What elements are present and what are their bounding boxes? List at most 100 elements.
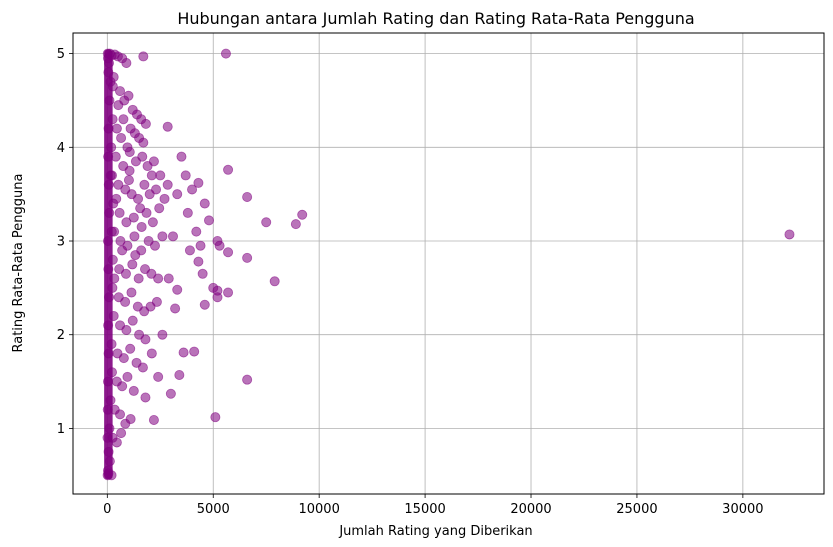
data-point-outlier: [184, 245, 195, 256]
data-point-outlier: [153, 371, 164, 382]
data-point: [104, 95, 115, 106]
y-axis-title: Rating Rata-Rata Pengguna: [11, 174, 26, 353]
data-point-outlier: [187, 184, 198, 195]
data-point: [115, 236, 126, 247]
data-point: [139, 179, 150, 190]
data-point: [140, 334, 151, 345]
data-point-outlier: [180, 170, 191, 181]
data-point: [103, 264, 114, 275]
data-point-outlier: [220, 48, 231, 59]
x-tick-label: 10000: [298, 502, 339, 517]
data-point: [115, 409, 126, 420]
data-point-outlier: [174, 370, 185, 381]
data-point: [125, 414, 136, 425]
data-point-outlier: [223, 164, 234, 175]
data-point-outlier: [269, 276, 280, 287]
data-point: [120, 296, 131, 307]
data-point: [104, 456, 115, 467]
data-point-outlier: [170, 303, 181, 314]
data-point: [114, 264, 125, 275]
data-point: [107, 114, 118, 125]
data-point: [133, 273, 144, 284]
x-tick-label: 15000: [404, 502, 445, 517]
data-point-outlier: [212, 292, 223, 303]
data-point-outlier: [167, 231, 178, 242]
y-tick-label: 5: [57, 47, 65, 62]
data-point-outlier: [165, 388, 176, 399]
x-tick-label: 30000: [722, 502, 763, 517]
data-point: [124, 165, 135, 176]
data-point: [136, 114, 147, 125]
data-point: [121, 217, 132, 228]
chart-title: Hubungan antara Jumlah Rating dan Rating…: [177, 9, 694, 28]
data-point: [105, 395, 116, 406]
x-tick-label: 5000: [197, 502, 230, 517]
data-point: [102, 236, 113, 247]
data-point: [106, 142, 117, 153]
data-point: [157, 231, 168, 242]
data-point: [104, 423, 115, 434]
data-point-outlier: [214, 240, 225, 251]
data-point: [113, 100, 124, 111]
data-point: [107, 81, 118, 92]
data-point: [111, 437, 122, 448]
data-point: [114, 207, 125, 218]
data-point-outlier: [178, 347, 189, 358]
data-point: [103, 179, 114, 190]
data-point-outlier: [784, 229, 795, 240]
y-tick-label: 1: [57, 422, 65, 437]
data-point: [106, 470, 117, 481]
data-point-outlier: [176, 151, 187, 162]
data-point-outlier: [138, 51, 149, 62]
data-point-outlier: [223, 247, 234, 258]
data-point: [147, 217, 158, 228]
data-point-outlier: [191, 226, 202, 237]
data-point-outlier: [290, 219, 301, 230]
data-point-outlier: [297, 209, 308, 220]
x-axis-ticks: 0 5000 10000 15000 20000 25000 30000: [103, 494, 764, 517]
data-points: [102, 48, 795, 481]
y-axis-ticks: 1 2 3 4 5: [57, 47, 73, 437]
data-point-outlier: [242, 374, 253, 385]
data-point-outlier: [204, 215, 215, 226]
data-point: [125, 343, 136, 354]
data-point: [137, 362, 148, 373]
data-point: [123, 175, 134, 186]
data-point: [149, 240, 160, 251]
data-point: [117, 245, 128, 256]
x-tick-label: 0: [103, 502, 111, 517]
data-point-outlier: [193, 177, 204, 188]
data-point: [116, 428, 127, 439]
data-point: [148, 156, 159, 167]
data-point: [155, 170, 166, 181]
x-tick-label: 25000: [616, 502, 657, 517]
data-point: [154, 203, 165, 214]
data-point-outlier: [242, 252, 253, 263]
data-point: [104, 292, 115, 303]
data-point: [102, 432, 113, 443]
data-point-outlier: [148, 414, 159, 425]
data-point: [106, 339, 117, 350]
data-point: [109, 273, 120, 284]
y-tick-label: 4: [57, 141, 65, 156]
data-point: [107, 254, 118, 265]
data-point: [136, 221, 147, 232]
grid-lines: [73, 33, 824, 494]
data-point: [103, 320, 114, 331]
data-point-outlier: [157, 329, 168, 340]
data-point: [118, 114, 129, 125]
data-point: [117, 381, 128, 392]
data-point-outlier: [199, 198, 210, 209]
data-point: [153, 273, 164, 284]
data-point: [151, 296, 162, 307]
data-point: [162, 179, 173, 190]
data-point: [115, 86, 126, 97]
data-point: [108, 72, 119, 83]
data-point: [102, 404, 113, 415]
data-point: [107, 282, 118, 293]
data-point: [133, 193, 144, 204]
data-point-outlier: [182, 207, 193, 218]
data-point: [146, 170, 157, 181]
data-point: [137, 151, 148, 162]
